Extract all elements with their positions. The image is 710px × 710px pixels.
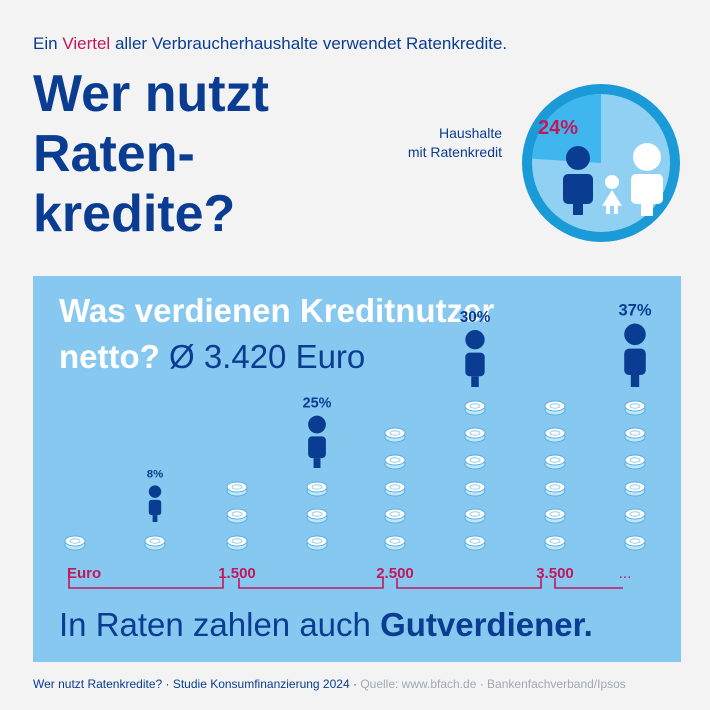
page-title: Wer nutzt Raten- kredite? [33, 64, 363, 244]
axis-brackets [68, 578, 623, 589]
income-panel: Was verdienen Kreditnutzer netto? Ø 3.42… [33, 276, 681, 662]
coin-stack-icon [544, 535, 566, 551]
coin-stack-icon [144, 535, 166, 551]
bar-value-label: 37% [618, 302, 651, 320]
axis-bracket [554, 578, 623, 589]
coin-stack-icon [226, 535, 248, 551]
x-tick-label: 3.500 [536, 565, 574, 582]
coin-stack-icon [306, 481, 328, 497]
panel-conclusion: In Raten zahlen auch Gutverdiener. [59, 606, 593, 643]
coin-stack-icon [306, 508, 328, 524]
coin-stack-icon [226, 481, 248, 497]
title-line-3: kredite? [33, 185, 236, 243]
person-icon [624, 323, 646, 387]
coin-stack-icon [624, 481, 646, 497]
coin-stack-icon [384, 481, 406, 497]
coin-stack-icon [544, 454, 566, 470]
footer-text: Wer nutzt Ratenkredite? · Studie Konsumf… [33, 677, 357, 691]
bar-value-label: 25% [303, 396, 332, 412]
pie-value-label: 24% [538, 117, 578, 139]
households-label-line-2: mit Ratenkredit [407, 144, 502, 160]
bar-value-label: 8% [147, 468, 163, 480]
child-icon [602, 175, 622, 214]
households-pie-chart: 24% [522, 84, 680, 242]
title-line-2: Raten- [33, 125, 195, 183]
footer-source: Quelle: www.bfach.de · Bankenfachverband… [360, 677, 626, 691]
coin-stack-icon [544, 508, 566, 524]
coin-stack-icon [464, 508, 486, 524]
panel-heading-netto: netto? [59, 338, 160, 375]
coin-stack-icon [464, 535, 486, 551]
coin-stack-icon [624, 427, 646, 443]
coin-stack-icon [624, 535, 646, 551]
intro-before: Ein [33, 34, 58, 53]
coin-stack-icon [464, 400, 486, 416]
coin-stack-icon [624, 400, 646, 416]
title-line-1: Wer nutzt [33, 65, 269, 123]
x-tick-label: Euro [67, 565, 101, 582]
axis-bracket [396, 578, 542, 589]
x-tick-label: ... [619, 565, 632, 582]
axis-bracket [238, 578, 384, 589]
coin-stack-icon [624, 454, 646, 470]
pie-slice-credit [532, 93, 601, 163]
panel-heading-average: Ø 3.420 Euro [169, 338, 365, 375]
footer: Wer nutzt Ratenkredite? · Studie Konsumf… [33, 677, 626, 691]
intro-after: aller Verbraucherhaushalte verwendet Rat… [114, 34, 508, 53]
person-icon [563, 146, 593, 215]
axis-bracket [68, 578, 224, 589]
coin-stack-icon [464, 481, 486, 497]
coin-stack-icon [464, 427, 486, 443]
coin-stack-icon [544, 481, 566, 497]
person-icon [465, 330, 485, 387]
x-tick-label: 1.500 [218, 565, 256, 582]
coin-stack-icon [544, 427, 566, 443]
coin-stack-icon [384, 535, 406, 551]
coin-stack-icon [544, 400, 566, 416]
bar-value-label: 30% [460, 309, 491, 326]
person-icon [148, 485, 162, 522]
coin-stack-icon [464, 454, 486, 470]
intro-highlight: Viertel [62, 34, 111, 53]
family-icon [563, 143, 663, 216]
coin-stack-icon [384, 454, 406, 470]
coin-stack-icon [226, 508, 248, 524]
coin-stack-icon [64, 535, 86, 551]
coin-stack-icon [624, 508, 646, 524]
conclusion-bold: Gutverdiener. [380, 606, 593, 643]
coin-stack-icon [384, 508, 406, 524]
intro-text: Ein Viertel aller Verbraucherhaushalte v… [33, 34, 507, 54]
adult-person-icon [631, 143, 663, 216]
income-bar-chart: Was verdienen Kreditnutzer netto? Ø 3.42… [59, 292, 652, 643]
person-icon [308, 415, 326, 468]
households-label-line-1: Haushalte [438, 125, 502, 141]
households-label: Haushalte mit Ratenkredit [384, 124, 502, 162]
x-tick-label: 2.500 [376, 565, 414, 582]
coin-stack-icon [306, 535, 328, 551]
coin-stack-icon [384, 427, 406, 443]
panel-heading-line-2: netto? Ø 3.420 Euro [59, 338, 365, 375]
panel-heading-line-1: Was verdienen Kreditnutzer [59, 292, 494, 329]
conclusion-regular: In Raten zahlen auch [59, 606, 371, 643]
